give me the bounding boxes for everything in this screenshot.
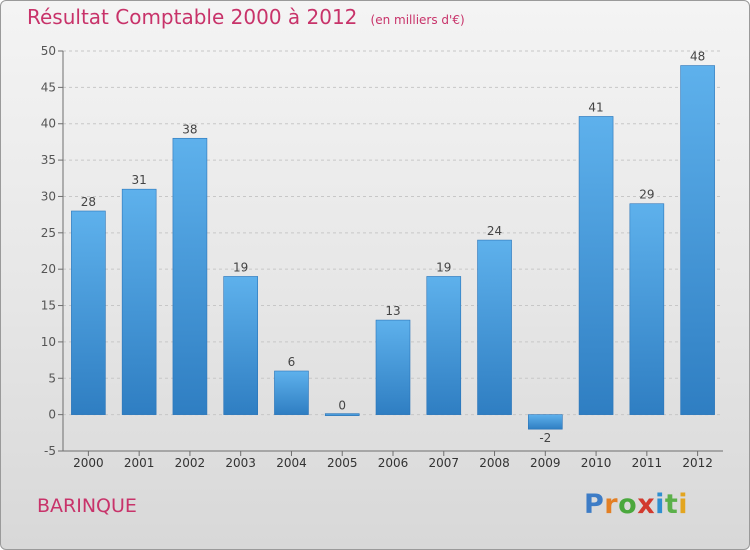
- bar: [629, 203, 665, 415]
- x-tick-label: 2009: [530, 456, 561, 470]
- bar: [375, 319, 411, 415]
- x-tick-label: 2002: [175, 456, 206, 470]
- y-axis: -5 0 5 10 15 20 25 30 35 40 45 50: [41, 44, 64, 458]
- y-tick-label: 30: [41, 189, 56, 203]
- bar: [426, 276, 462, 415]
- chart-unit-label: (en milliers d'€): [370, 13, 465, 27]
- logo-letter: i: [655, 489, 665, 520]
- x-tick-label: 2011: [632, 456, 663, 470]
- y-tick-label: 50: [41, 44, 56, 58]
- bar-value-label: 38: [182, 122, 197, 136]
- value-labels: 28 31 38 19 6 0 13 19 24 -2 41 29 48: [81, 50, 706, 446]
- bar: [680, 65, 715, 415]
- y-tick-label: 20: [41, 262, 56, 276]
- bars-group: [71, 65, 715, 430]
- bar-value-label: 24: [487, 224, 502, 238]
- bar: [71, 210, 106, 415]
- y-tick-label: 5: [48, 371, 56, 385]
- x-tick-label: 2004: [276, 456, 307, 470]
- commune-name: BARINQUE: [37, 495, 137, 517]
- logo-letter: o: [618, 489, 638, 520]
- y-tick-label: 25: [41, 226, 56, 240]
- bar: [578, 116, 614, 415]
- chart-title: Résultat Comptable 2000 à 2012: [27, 5, 358, 29]
- bar-value-label: 19: [436, 260, 451, 274]
- bar: [528, 414, 563, 430]
- x-tick-label: 2001: [124, 456, 155, 470]
- bar-value-label: 41: [588, 100, 603, 114]
- y-tick-label: 15: [41, 299, 56, 313]
- bar: [121, 188, 157, 415]
- x-tick-label: 2006: [378, 456, 409, 470]
- proxiti-logo: Proxiti: [584, 489, 688, 520]
- bar-value-label: 19: [233, 260, 248, 274]
- x-tick-label: 2005: [327, 456, 358, 470]
- logo-letter: r: [604, 489, 619, 520]
- logo-letter: P: [584, 489, 605, 520]
- logo-letter: i: [678, 489, 689, 520]
- bar-value-label: 31: [132, 173, 147, 187]
- bar: [324, 413, 360, 416]
- bar-value-label: 13: [385, 304, 400, 318]
- bar-value-label: 6: [288, 355, 296, 369]
- logo-letter: x: [637, 489, 656, 520]
- y-tick-label: 40: [41, 117, 56, 131]
- bar: [223, 276, 258, 415]
- bar-value-label: 0: [338, 399, 346, 413]
- y-tick-label: 0: [48, 408, 56, 422]
- bar-value-label: -2: [539, 431, 551, 445]
- y-tick-label: 10: [41, 335, 56, 349]
- x-tick-label: 2000: [73, 456, 104, 470]
- bar-value-label: 29: [639, 188, 654, 202]
- x-tick-label: 2010: [581, 456, 612, 470]
- bar-value-label: 28: [81, 195, 96, 209]
- bar: [477, 239, 512, 415]
- x-tick-label: 2012: [682, 456, 713, 470]
- chart-title-block: Résultat Comptable 2000 à 2012 (en milli…: [27, 5, 465, 29]
- x-axis: 2000 2001 2002 2003 2004 2005 2006 2007 2008 2009…: [63, 450, 723, 470]
- logo-letter: t: [664, 489, 679, 520]
- x-tick-label: 2007: [428, 456, 459, 470]
- y-tick-label: 45: [41, 80, 56, 94]
- y-tick-label: -5: [44, 444, 56, 458]
- x-tick-label: 2003: [225, 456, 256, 470]
- y-tick-label: 35: [41, 153, 56, 167]
- bar: [172, 137, 208, 415]
- bar-value-label: 48: [690, 50, 705, 64]
- x-tick-label: 2008: [479, 456, 510, 470]
- bar: [274, 370, 309, 415]
